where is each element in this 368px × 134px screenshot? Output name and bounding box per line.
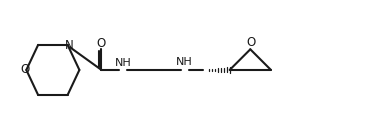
Text: NH: NH (176, 57, 192, 67)
Text: NH: NH (114, 58, 131, 68)
Text: O: O (246, 36, 255, 49)
Text: N: N (65, 39, 74, 52)
Text: O: O (97, 37, 106, 50)
Text: O: O (20, 63, 29, 76)
